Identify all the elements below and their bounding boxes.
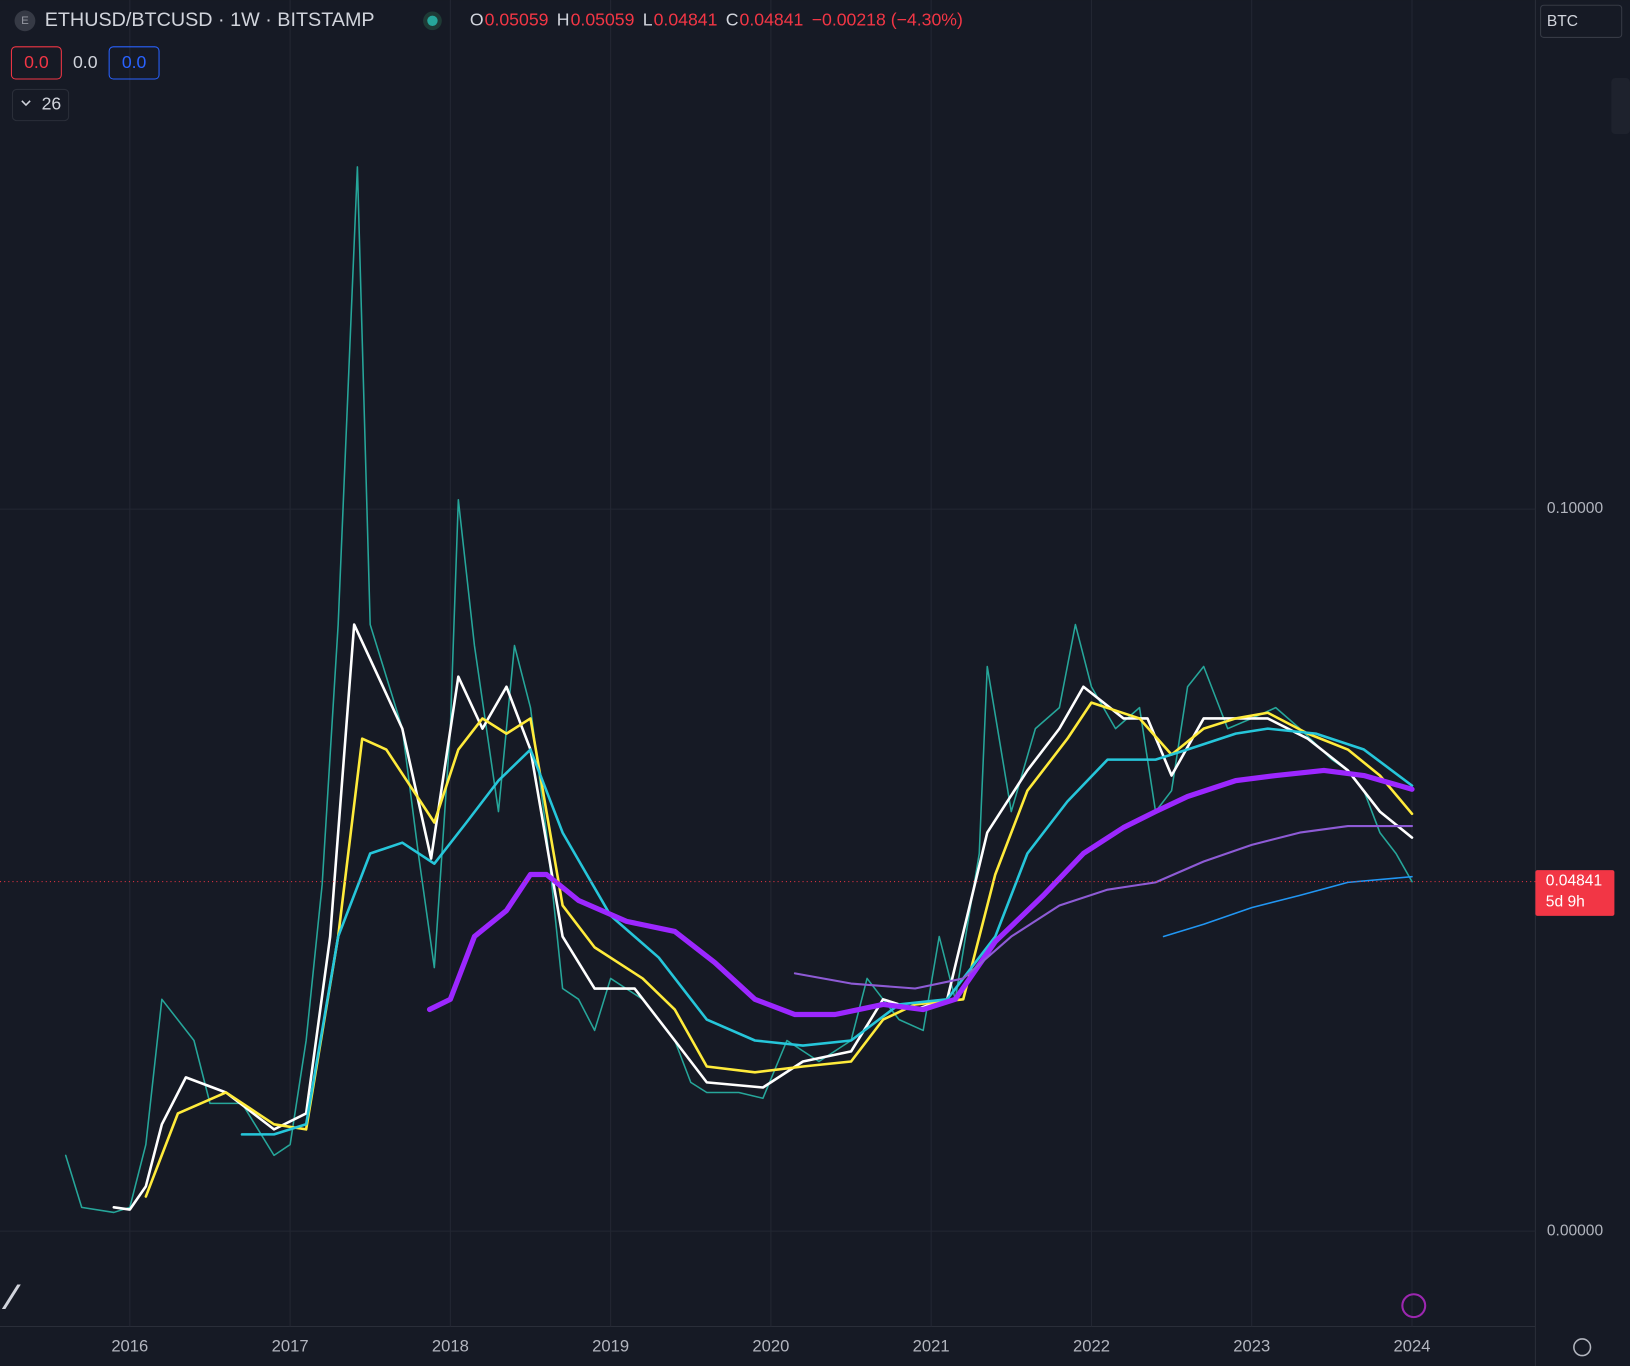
series-line — [240, 727, 1414, 1136]
settings-icon[interactable] — [1573, 1338, 1592, 1357]
ohlc-key: O — [470, 9, 484, 29]
currency-button[interactable] — [1540, 4, 1623, 38]
series-line — [1162, 875, 1413, 938]
symbol-title[interactable]: ETHUSD/BTCUSD · 1W · BITSTAMP — [45, 9, 375, 31]
x-tick-label: 2018 — [432, 1337, 469, 1356]
ohlc-value: 0.05059 — [571, 9, 635, 29]
symbol-icon-letter: E — [21, 15, 29, 27]
ohlc: O 0.05059 H 0.05059 L 0.04841 C 0.04841 −0.00218… — [470, 9, 963, 29]
symbol-icon — [14, 10, 36, 32]
ohlc-value: 0.04841 — [654, 9, 718, 29]
plot — [0, 0, 1536, 1327]
alert-icon[interactable] — [1401, 1293, 1427, 1319]
currency-label: BTC — [1547, 13, 1578, 30]
chevron — [21, 100, 31, 107]
y-tick-label: 0.10000 — [1547, 500, 1604, 517]
indicator-value: 0.0 — [24, 52, 49, 72]
x-tick-label: 2020 — [752, 1337, 789, 1356]
x-tick-label: 2023 — [1233, 1337, 1270, 1356]
indicator-value: 0.0 — [122, 52, 147, 72]
ohlc-change: −0.00218 (−4.30%) — [812, 9, 963, 29]
x-tick-label: 2024 — [1394, 1337, 1431, 1356]
indicator-button[interactable] — [10, 46, 62, 80]
x-tick-label: 2021 — [913, 1337, 950, 1356]
series-line — [64, 166, 1413, 1214]
ohlc-key: C — [726, 9, 739, 29]
ohlc-value: 0.05059 — [485, 9, 549, 29]
indicator-button[interactable] — [108, 46, 160, 80]
x-tick-label: 2017 — [272, 1337, 309, 1356]
series-line — [112, 623, 1414, 1211]
series-line — [426, 767, 1415, 1018]
last-price-tag — [1535, 870, 1615, 916]
x-tick-label: 2022 — [1073, 1337, 1110, 1356]
x-tick-label: 2016 — [111, 1337, 148, 1356]
side-handle[interactable] — [1611, 77, 1630, 135]
market-status-dot — [427, 15, 438, 27]
last-price-label: 0.04841 — [1546, 873, 1602, 890]
series-line — [793, 825, 1414, 990]
ohlc-key: L — [643, 9, 653, 29]
indicator-value: 0.0 — [73, 52, 98, 72]
collapse-button[interactable] — [11, 88, 70, 122]
y-tick-label: 0.00000 — [1547, 1222, 1604, 1239]
x-tick-label: 2019 — [592, 1337, 629, 1356]
ohlc-value: 0.04841 — [740, 9, 804, 29]
collapse-count: 26 — [42, 94, 62, 114]
countdown: 5d 9h — [1546, 894, 1585, 911]
series-line — [144, 701, 1414, 1198]
ohlc-key: H — [557, 9, 570, 29]
